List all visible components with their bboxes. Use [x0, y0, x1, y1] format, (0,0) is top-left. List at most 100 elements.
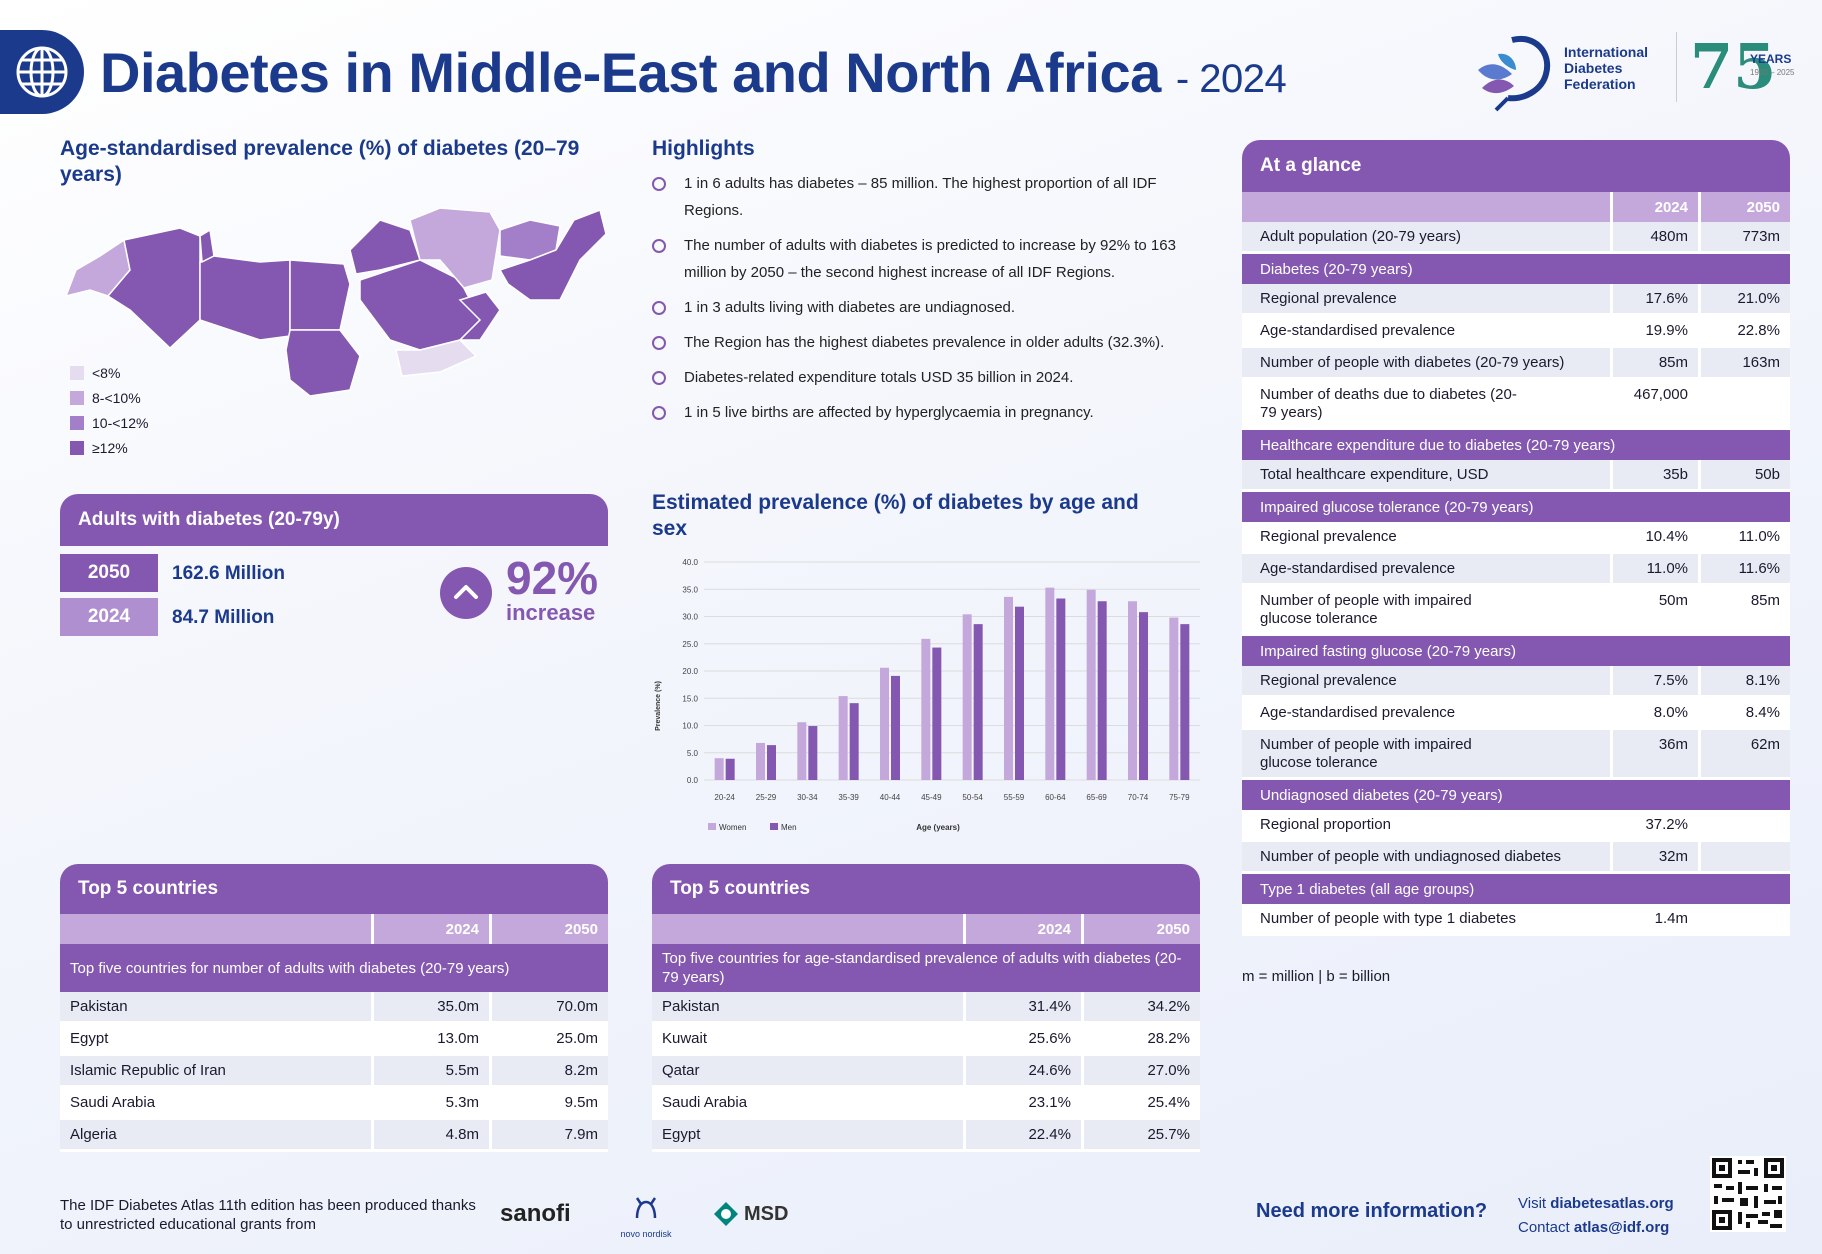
table-row: Saudi Arabia 5.3m 9.5m	[60, 1088, 608, 1120]
section-igt: Impaired glucose tolerance (20-79 years)	[1242, 492, 1790, 522]
idf-bird-icon	[1478, 35, 1551, 112]
legend-women: Women	[719, 823, 746, 832]
section-undiagnosed: Undiagnosed diabetes (20-79 years)	[1242, 780, 1790, 810]
year-tag-2024: 2024	[60, 598, 158, 636]
glance-table: 2024 2050 Adult population (20-79 years) 4…	[1242, 192, 1790, 936]
highlight-item: 1 in 6 adults has diabetes – 85 million.…	[652, 170, 1212, 224]
table-row: Number of people with diabetes (20-79 ye…	[1242, 348, 1790, 380]
bar-women-50-54	[962, 614, 972, 780]
glance-heading: At a glance	[1242, 140, 1790, 192]
x-tick-label: 30-34	[797, 793, 818, 802]
bar-women-70-74	[1128, 601, 1137, 780]
seventy-five-mark: 75	[1690, 30, 1777, 103]
section-diabetes: Diabetes (20-79 years)	[1242, 254, 1790, 284]
bar-men-70-74	[1139, 612, 1148, 780]
website-link[interactable]: diabetesatlas.org	[1550, 1195, 1674, 1212]
bar-women-45-49	[921, 638, 931, 780]
x-tick-labels: 20-24 25-29 30-34 35-39 40-44 45-49 50-54 55-59…	[714, 793, 1190, 802]
bar-men-65-69	[1097, 601, 1107, 780]
region-map	[64, 207, 607, 397]
col-2050: 2050	[1698, 192, 1790, 222]
map-country	[458, 291, 501, 341]
chart-title: Estimated prevalence (%) of diabetes by …	[652, 491, 1139, 540]
section-expenditure: Healthcare expenditure due to diabetes (…	[1242, 430, 1790, 460]
legend-men: Men	[781, 823, 797, 832]
map-country	[409, 207, 501, 289]
x-tick-label: 25-29	[756, 793, 777, 802]
msd-logo-icon	[714, 1202, 738, 1226]
section-ifg: Impaired fasting glucose (20-79 years)	[1242, 636, 1790, 666]
legend-swatch	[70, 365, 84, 380]
adults-2024-value: 84.7 Million	[172, 607, 275, 628]
legend-swatch	[70, 415, 84, 430]
bar-women-60-64	[1045, 587, 1055, 780]
y-tick-label: 5.0	[687, 749, 699, 758]
table-row: Regional prevalence 17.6% 21.0%	[1242, 284, 1790, 316]
y-tick-labels: 0.0 5.0 10.0 15.0 20.0 25.0 30.0 35.0 40.0	[682, 558, 698, 785]
x-tick-label: 35-39	[838, 793, 859, 802]
qr-code-icon[interactable]	[1710, 1156, 1786, 1232]
table-row: Kuwait 25.6% 28.2%	[652, 1024, 1200, 1056]
map-country	[106, 227, 201, 350]
bar-men-60-64	[1056, 598, 1066, 780]
table-subheading: Top five countries for number of adults …	[60, 944, 608, 992]
increase-label: increase	[506, 600, 596, 625]
adults-2050-value: 162.6 Million	[172, 563, 285, 584]
table-subheading: Top five countries for age-standardised …	[652, 944, 1200, 992]
logo-divider	[1676, 32, 1677, 102]
col-blank	[60, 914, 371, 944]
highlight-item: 1 in 3 adults living with diabetes are u…	[652, 294, 1212, 321]
highlight-item: 1 in 5 live births are affected by hyper…	[652, 399, 1212, 426]
contact-block: Visit diabetesatlas.org Contact atlas@id…	[1518, 1195, 1674, 1236]
bar-men-40-44	[891, 675, 900, 780]
sponsor-sanofi[interactable]: sanofi	[500, 1200, 571, 1227]
y-tick-label: 40.0	[682, 558, 698, 567]
table-row: Number of people with undiagnosed diabet…	[1242, 842, 1790, 874]
col-2024: 2024	[1610, 192, 1698, 222]
table-row: Egypt 13.0m 25.0m	[60, 1024, 608, 1056]
col-blank	[652, 914, 963, 944]
legend-item: ≥12%	[70, 435, 148, 460]
prevalence-chart: 20-24 25-29 30-34 35-39 40-44 45-49 50-54 55-59…	[655, 558, 1200, 832]
table-row: Egypt 22.4% 25.7%	[652, 1120, 1200, 1152]
col-2050: 2050	[489, 914, 608, 944]
legend-swatch-men	[770, 823, 778, 830]
bar-women-65-69	[1086, 589, 1096, 780]
years-label: YEARS	[1750, 52, 1792, 66]
legend-swatch	[70, 440, 84, 455]
bar-men-75-79	[1180, 624, 1190, 780]
col-2050: 2050	[1081, 914, 1200, 944]
bar-women-25-29	[756, 742, 765, 780]
idf-logo[interactable]: International Diabetes Federation 75 YEA…	[1468, 30, 1798, 114]
bar-men-55-59	[1015, 606, 1024, 780]
sponsor-novo-nordisk[interactable]: novo nordisk	[614, 1196, 678, 1239]
table-row: Age-standardised prevalence 8.0% 8.4%	[1242, 698, 1790, 730]
legend-item: 8-<10%	[70, 385, 148, 410]
chevron-up-icon	[440, 567, 492, 619]
bar-men-30-34	[808, 726, 818, 780]
idf-name: International Diabetes Federation	[1564, 44, 1649, 92]
bar-women-35-39	[838, 696, 848, 780]
map-legend: <8% 8-<10% 10-<12% ≥12%	[70, 360, 148, 460]
bar-men-20-24	[725, 758, 735, 780]
highlight-item: The number of adults with diabetes is pr…	[652, 232, 1212, 286]
y-tick-label: 25.0	[682, 640, 698, 649]
bar-men-50-54	[973, 624, 983, 780]
table-row: Number of people with impaired glucose t…	[1242, 586, 1790, 636]
table-row: Number of people with impaired glucose t…	[1242, 730, 1790, 780]
bar-men-45-49	[932, 647, 942, 780]
x-tick-label: 50-54	[962, 793, 983, 802]
section-type1: Type 1 diabetes (all age groups)	[1242, 874, 1790, 904]
footer-note: The IDF Diabetes Atlas 11th edition has …	[60, 1197, 476, 1233]
sponsor-msd[interactable]: MSD	[712, 1200, 788, 1228]
bar-women-55-59	[1004, 596, 1013, 780]
bar-women-20-24	[714, 758, 724, 780]
adults-heading: Adults with diabetes (20-79y)	[60, 494, 608, 546]
bar-men-35-39	[849, 703, 859, 780]
x-tick-label: 65-69	[1086, 793, 1107, 802]
table-row: Adult population (20-79 years) 480m 773m	[1242, 222, 1790, 254]
novo-bull-icon	[635, 1197, 657, 1219]
map-country	[199, 255, 291, 341]
map-country	[395, 339, 478, 377]
email-link[interactable]: atlas@idf.org	[1573, 1219, 1670, 1236]
